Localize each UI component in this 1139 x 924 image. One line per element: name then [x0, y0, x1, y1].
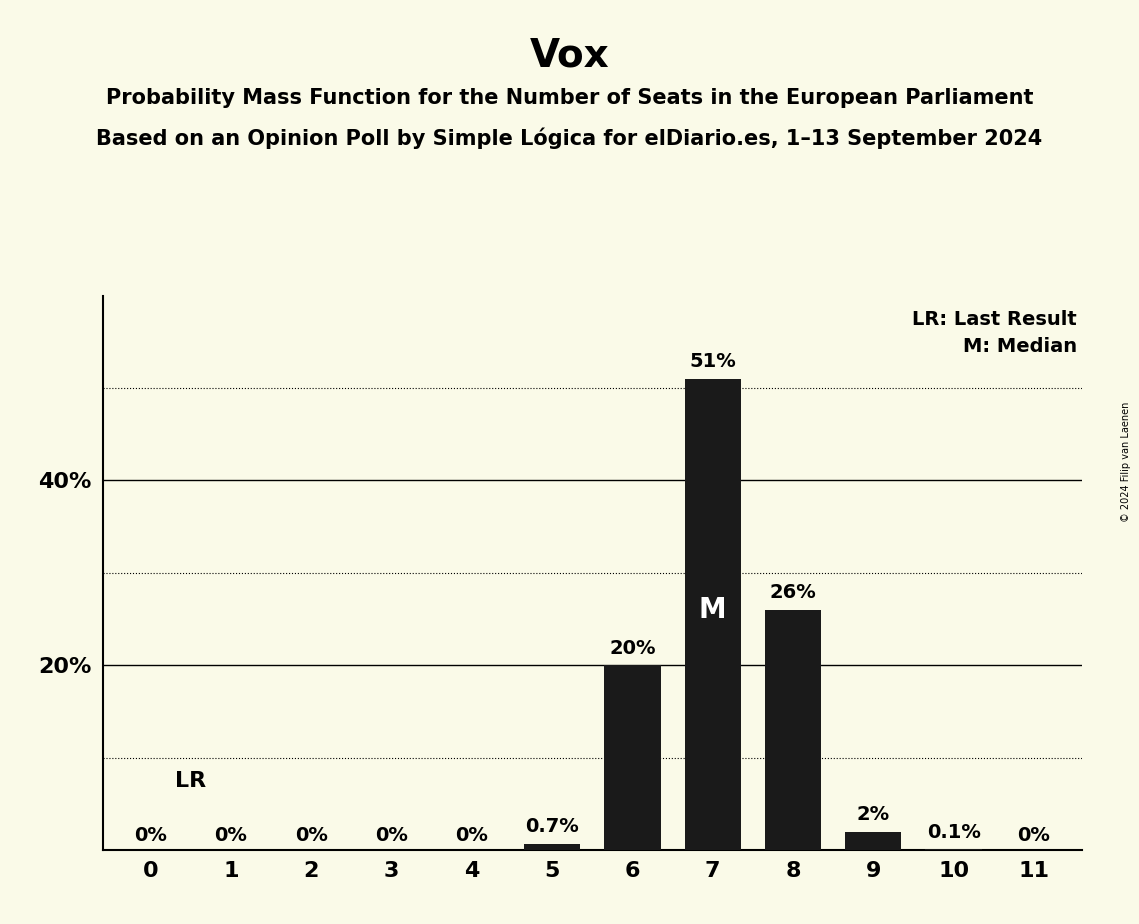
Bar — [845, 832, 901, 850]
Text: M: Median: M: Median — [964, 337, 1077, 357]
Text: 0%: 0% — [134, 826, 167, 845]
Text: Based on an Opinion Poll by Simple Lógica for elDiario.es, 1–13 September 2024: Based on an Opinion Poll by Simple Lógic… — [97, 128, 1042, 149]
Text: LR: Last Result: LR: Last Result — [912, 310, 1077, 329]
Text: M: M — [699, 596, 727, 624]
Text: © 2024 Filip van Laenen: © 2024 Filip van Laenen — [1121, 402, 1131, 522]
Text: 0%: 0% — [295, 826, 328, 845]
Text: 2%: 2% — [857, 805, 890, 824]
Bar — [605, 665, 661, 850]
Text: 20%: 20% — [609, 638, 656, 658]
Text: 0%: 0% — [214, 826, 247, 845]
Text: LR: LR — [175, 771, 206, 791]
Text: 0.1%: 0.1% — [927, 822, 981, 842]
Text: 26%: 26% — [770, 583, 817, 602]
Text: 0%: 0% — [1017, 826, 1050, 845]
Text: 51%: 51% — [689, 352, 736, 371]
Text: 0%: 0% — [375, 826, 408, 845]
Text: 0%: 0% — [456, 826, 489, 845]
Bar — [685, 379, 740, 850]
Bar — [765, 610, 821, 850]
Text: 0.7%: 0.7% — [525, 817, 579, 836]
Text: Probability Mass Function for the Number of Seats in the European Parliament: Probability Mass Function for the Number… — [106, 88, 1033, 108]
Bar — [926, 849, 982, 850]
Text: Vox: Vox — [530, 37, 609, 75]
Bar — [524, 844, 580, 850]
